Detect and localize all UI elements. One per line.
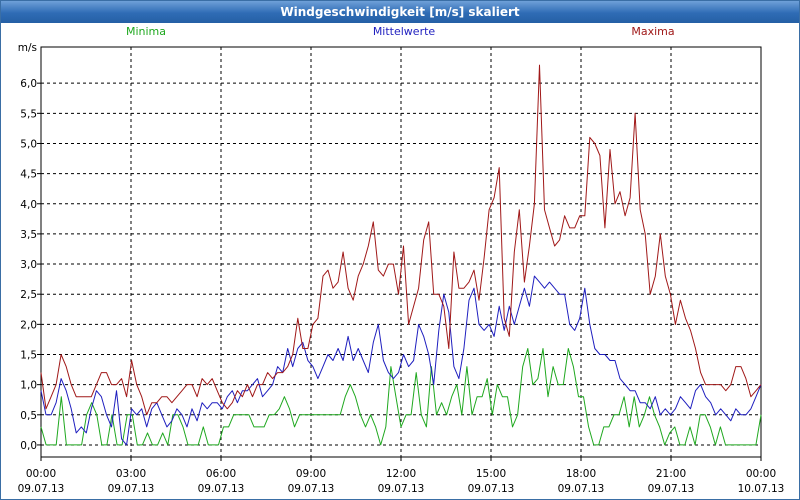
y-axis-unit: m/s xyxy=(18,42,37,54)
x-tick-time: 00:00 xyxy=(26,468,56,480)
series-line-mittelwerte xyxy=(40,275,762,446)
grid-lines xyxy=(41,47,761,457)
x-tick-date: 09.07.13 xyxy=(18,483,65,495)
x-tick-time: 21:00 xyxy=(656,468,686,480)
y-tick-label: 0,5 xyxy=(20,410,37,422)
y-tick-label: 5,0 xyxy=(20,138,37,150)
x-tick-time: 12:00 xyxy=(386,468,416,480)
legend-mittelwerte: Mittelwerte xyxy=(373,25,436,38)
x-tick-date: 10.07.13 xyxy=(738,483,785,495)
y-tick-label: 2,0 xyxy=(20,319,37,331)
y-tick-label: 1,5 xyxy=(20,350,37,362)
x-tick-date: 09.07.13 xyxy=(648,483,695,495)
y-tick-label: 3,5 xyxy=(20,229,37,241)
y-tick-label: 2,5 xyxy=(20,289,37,301)
x-tick-date: 09.07.13 xyxy=(198,483,245,495)
x-tick-date: 09.07.13 xyxy=(468,483,515,495)
wind-speed-chart: Minima Mittelwerte Maxima m/s 0,0 0,5 1,0 1… xyxy=(18,25,785,495)
y-tick-label: 1,0 xyxy=(20,380,37,392)
y-tick-label: 5,5 xyxy=(20,108,37,120)
x-tick-time: 06:00 xyxy=(206,468,236,480)
series-line-maxima xyxy=(40,64,762,416)
x-tick-time: 15:00 xyxy=(476,468,506,480)
x-tick-time: 03:00 xyxy=(116,468,146,480)
y-tick-label: 4,0 xyxy=(20,199,37,211)
series-line-minima xyxy=(40,348,762,446)
y-axis-ticks: 0,0 0,5 1,0 1,5 2,0 2,5 3,0 3,5 4,0 4,5 5,0 5,5 6,0 xyxy=(20,78,41,452)
x-tick-date: 09.07.13 xyxy=(558,483,605,495)
y-tick-label: 6,0 xyxy=(20,78,37,90)
x-tick-date: 09.07.13 xyxy=(108,483,155,495)
y-tick-label: 3,0 xyxy=(20,259,37,271)
x-tick-date: 09.07.13 xyxy=(378,483,425,495)
window-title: Windgeschwindigkeit [m/s] skaliert xyxy=(1,1,799,23)
y-tick-label: 4,5 xyxy=(20,169,37,181)
legend-minima: Minima xyxy=(126,25,166,38)
x-tick-date: 09.07.13 xyxy=(288,483,335,495)
x-tick-time: 09:00 xyxy=(296,468,326,480)
legend-maxima: Maxima xyxy=(631,25,674,38)
series-lines xyxy=(40,64,762,446)
x-tick-time: 00:00 xyxy=(746,468,776,480)
y-tick-label: 0,0 xyxy=(20,440,37,452)
x-tick-time: 18:00 xyxy=(566,468,596,480)
x-axis-ticks: 00:00 09.07.13 03:00 09.07.13 06:00 09.07.13 0… xyxy=(18,457,785,495)
